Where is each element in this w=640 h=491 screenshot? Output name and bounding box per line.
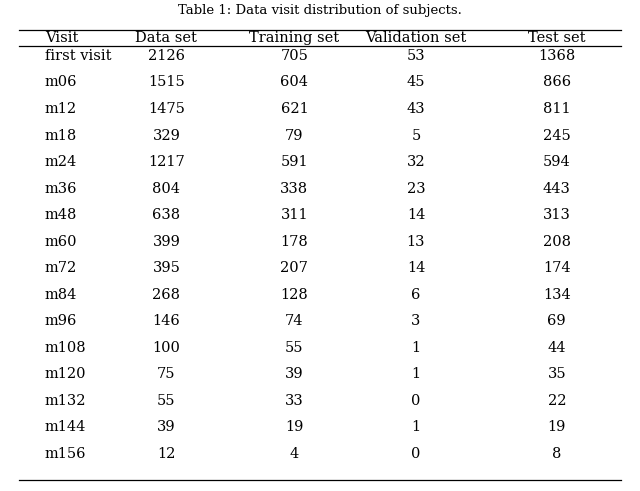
- Text: 19: 19: [548, 420, 566, 434]
- Text: 35: 35: [547, 367, 566, 381]
- Text: 311: 311: [280, 208, 308, 222]
- Text: 1217: 1217: [148, 155, 185, 169]
- Text: 591: 591: [280, 155, 308, 169]
- Text: 6: 6: [412, 288, 420, 301]
- Text: 134: 134: [543, 288, 571, 301]
- Text: 1: 1: [412, 341, 420, 355]
- Text: 313: 313: [543, 208, 571, 222]
- Text: m18: m18: [45, 129, 77, 142]
- Text: 705: 705: [280, 49, 308, 63]
- Text: 395: 395: [152, 261, 180, 275]
- Text: 13: 13: [407, 235, 425, 248]
- Text: m72: m72: [45, 261, 77, 275]
- Text: 621: 621: [280, 102, 308, 116]
- Text: 22: 22: [548, 394, 566, 408]
- Text: Training set: Training set: [250, 31, 339, 45]
- Text: m96: m96: [45, 314, 77, 328]
- Text: 43: 43: [406, 102, 426, 116]
- Text: 8: 8: [552, 447, 561, 461]
- Text: 39: 39: [285, 367, 304, 381]
- Text: 1: 1: [412, 367, 420, 381]
- Text: 866: 866: [543, 76, 571, 89]
- Text: 14: 14: [407, 261, 425, 275]
- Text: 146: 146: [152, 314, 180, 328]
- Text: 128: 128: [280, 288, 308, 301]
- Text: m156: m156: [45, 447, 86, 461]
- Text: Table 1: Data visit distribution of subjects.: Table 1: Data visit distribution of subj…: [178, 4, 462, 17]
- Text: 329: 329: [152, 129, 180, 142]
- Text: 2126: 2126: [148, 49, 185, 63]
- Text: 33: 33: [285, 394, 304, 408]
- Text: m120: m120: [45, 367, 86, 381]
- Text: 69: 69: [547, 314, 566, 328]
- Text: 1475: 1475: [148, 102, 185, 116]
- Text: 268: 268: [152, 288, 180, 301]
- Text: 74: 74: [285, 314, 303, 328]
- Text: m36: m36: [45, 182, 77, 195]
- Text: m48: m48: [45, 208, 77, 222]
- Text: 44: 44: [548, 341, 566, 355]
- Text: m06: m06: [45, 76, 77, 89]
- Text: 100: 100: [152, 341, 180, 355]
- Text: 399: 399: [152, 235, 180, 248]
- Text: 245: 245: [543, 129, 571, 142]
- Text: 338: 338: [280, 182, 308, 195]
- Text: 1: 1: [412, 420, 420, 434]
- Text: m24: m24: [45, 155, 77, 169]
- Text: 207: 207: [280, 261, 308, 275]
- Text: 12: 12: [157, 447, 175, 461]
- Text: 45: 45: [407, 76, 425, 89]
- Text: Data set: Data set: [136, 31, 197, 45]
- Text: 75: 75: [157, 367, 175, 381]
- Text: m108: m108: [45, 341, 86, 355]
- Text: 53: 53: [406, 49, 426, 63]
- Text: 1368: 1368: [538, 49, 575, 63]
- Text: Test set: Test set: [528, 31, 586, 45]
- Text: 39: 39: [157, 420, 176, 434]
- Text: 174: 174: [543, 261, 571, 275]
- Text: m12: m12: [45, 102, 77, 116]
- Text: m84: m84: [45, 288, 77, 301]
- Text: 804: 804: [152, 182, 180, 195]
- Text: 208: 208: [543, 235, 571, 248]
- Text: 14: 14: [407, 208, 425, 222]
- Text: 32: 32: [406, 155, 426, 169]
- Text: m132: m132: [45, 394, 86, 408]
- Text: 443: 443: [543, 182, 571, 195]
- Text: first visit: first visit: [45, 49, 111, 63]
- Text: 638: 638: [152, 208, 180, 222]
- Text: 1515: 1515: [148, 76, 185, 89]
- Text: 811: 811: [543, 102, 571, 116]
- Text: 604: 604: [280, 76, 308, 89]
- Text: m144: m144: [45, 420, 86, 434]
- Text: 4: 4: [290, 447, 299, 461]
- Text: 178: 178: [280, 235, 308, 248]
- Text: Validation set: Validation set: [365, 31, 467, 45]
- Text: 3: 3: [412, 314, 420, 328]
- Text: 23: 23: [406, 182, 426, 195]
- Text: m60: m60: [45, 235, 77, 248]
- Text: Visit: Visit: [45, 31, 78, 45]
- Text: 55: 55: [157, 394, 175, 408]
- Text: 79: 79: [285, 129, 303, 142]
- Text: 594: 594: [543, 155, 571, 169]
- Text: 0: 0: [412, 447, 420, 461]
- Text: 5: 5: [412, 129, 420, 142]
- Text: 0: 0: [412, 394, 420, 408]
- Text: 19: 19: [285, 420, 303, 434]
- Text: 55: 55: [285, 341, 303, 355]
